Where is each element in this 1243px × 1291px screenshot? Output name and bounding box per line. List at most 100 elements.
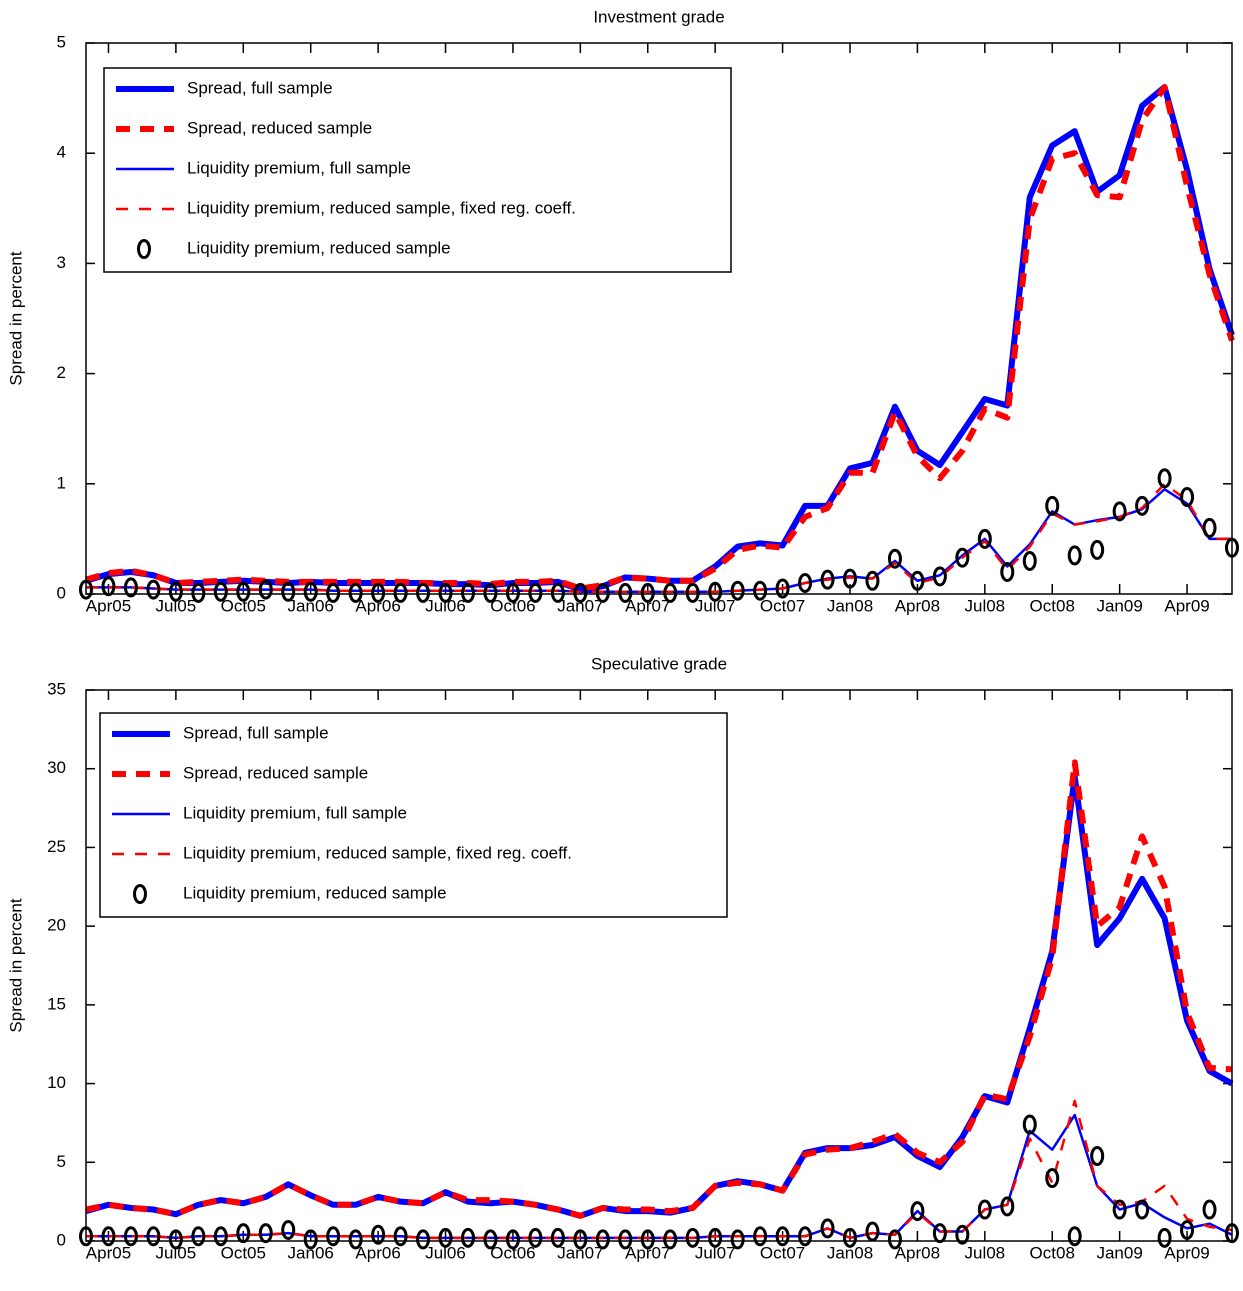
y-tick-label: 15 [47, 994, 66, 1013]
marker [505, 582, 520, 603]
marker [798, 572, 813, 593]
y-tick-label: 1 [57, 473, 66, 492]
marker [416, 1229, 431, 1250]
x-tick-label: Apr07 [625, 1243, 670, 1262]
legend-label: Liquidity premium, reduced sample, fixed… [183, 843, 572, 862]
y-tick-label: 5 [57, 1152, 66, 1171]
marker [1022, 1114, 1037, 1135]
x-tick-label: Oct07 [760, 1243, 805, 1262]
marker [1000, 561, 1015, 582]
marker [1022, 550, 1037, 571]
marker [887, 1229, 902, 1250]
legend-label: Liquidity premium, full sample [183, 803, 407, 822]
marker [146, 579, 161, 600]
marker [1090, 1145, 1105, 1166]
y-tick-label: 35 [47, 679, 66, 698]
marker [146, 1226, 161, 1247]
marker [955, 1224, 970, 1245]
marker [1112, 501, 1127, 522]
legend-label: Liquidity premium, reduced sample [187, 238, 451, 257]
marker [843, 568, 857, 589]
marker [685, 582, 700, 603]
y-tick-label: 10 [47, 1073, 66, 1092]
x-tick-label: Apr05 [86, 596, 131, 615]
y-tick-label: 30 [47, 758, 66, 777]
marker [168, 1229, 183, 1250]
x-tick-label: Jan09 [1096, 596, 1142, 615]
marker [393, 1226, 408, 1247]
marker [618, 582, 633, 603]
marker [708, 1227, 723, 1248]
marker [640, 1229, 655, 1250]
x-tick-label: Jan07 [557, 1243, 603, 1262]
marker [416, 582, 431, 603]
x-tick-label: Jan06 [288, 1243, 334, 1262]
marker [101, 1226, 116, 1247]
marker [326, 582, 341, 603]
x-tick-label: Jul06 [425, 596, 466, 615]
marker [865, 1221, 880, 1242]
x-tick-label: Apr07 [625, 596, 670, 615]
x-tick-label: Jul08 [965, 596, 1006, 615]
marker [1180, 487, 1195, 508]
marker [595, 1229, 610, 1250]
marker [303, 581, 318, 602]
marker [1045, 1168, 1060, 1189]
marker [348, 1229, 363, 1250]
marker [685, 1227, 700, 1248]
marker [910, 570, 925, 591]
legend-label: Spread, reduced sample [183, 763, 368, 782]
legend-label: Spread, full sample [187, 78, 333, 97]
marker [595, 582, 610, 603]
marker [483, 582, 498, 603]
marker [528, 582, 543, 603]
marker [348, 582, 363, 603]
marker [977, 528, 992, 549]
marker [1157, 1227, 1172, 1248]
marker [101, 576, 116, 597]
marker [932, 1223, 947, 1244]
x-tick-label: Jan06 [288, 596, 334, 615]
marker [483, 1229, 498, 1250]
x-tick-label: Apr06 [355, 596, 400, 615]
x-tick-label: Jul07 [695, 596, 736, 615]
x-tick-label: Oct07 [760, 596, 805, 615]
legend-swatch [133, 884, 147, 904]
marker [1000, 1196, 1015, 1217]
marker [1180, 1219, 1195, 1240]
marker [1067, 545, 1082, 566]
x-tick-label: Oct08 [1030, 596, 1075, 615]
series-line [85, 84, 1235, 592]
marker [1045, 495, 1060, 516]
marker [505, 1229, 520, 1250]
x-tick-label: Apr05 [86, 1243, 131, 1262]
marker [730, 580, 745, 601]
marker [820, 569, 835, 590]
legend-box [99, 712, 728, 918]
marker [910, 1201, 925, 1222]
marker [281, 581, 296, 602]
marker [258, 579, 273, 600]
legend-label: Spread, full sample [183, 723, 329, 742]
marker [708, 581, 723, 602]
y-axis-label: Spread in percent [6, 898, 25, 1032]
y-axis-label: Spread in percent [6, 251, 25, 385]
marker [955, 547, 970, 568]
marker [236, 581, 251, 602]
x-tick-label: Oct05 [221, 1243, 266, 1262]
marker [663, 1229, 678, 1250]
marker [303, 1229, 318, 1250]
chart-title: Speculative grade [591, 654, 727, 673]
marker [775, 578, 790, 599]
marker [1090, 539, 1105, 560]
y-tick-label: 4 [57, 143, 66, 162]
x-tick-label: Jan08 [827, 596, 873, 615]
marker [1067, 1226, 1082, 1247]
chart-title: Investment grade [593, 7, 724, 26]
marker [1112, 1199, 1127, 1220]
marker [1202, 1199, 1217, 1220]
y-tick-label: 0 [57, 1230, 66, 1249]
legend-swatch [137, 239, 151, 259]
